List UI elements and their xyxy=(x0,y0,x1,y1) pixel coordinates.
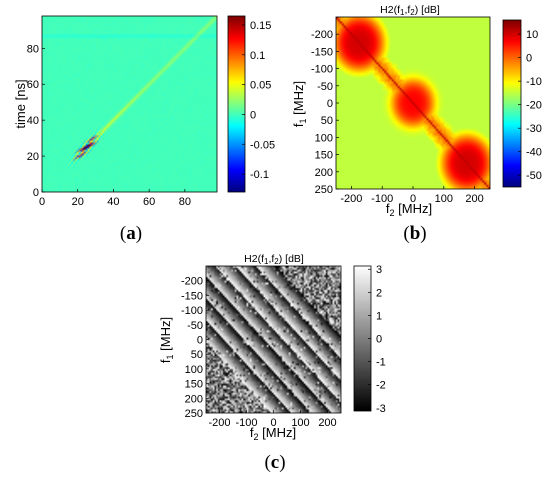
y-tick-label: 250 xyxy=(185,408,203,420)
colorbar-tick-label: 0 xyxy=(376,334,382,346)
x-tick-label: -200 xyxy=(208,417,230,429)
y-tick-label: 0 xyxy=(327,98,333,110)
colorbar-tick-label: 0 xyxy=(526,53,532,65)
colorbar-tick-label: -50 xyxy=(526,170,542,182)
plot-b-title: H2(f1,f2) [dB] xyxy=(380,4,440,17)
colorbar-b-image xyxy=(503,20,521,187)
colorbar-tick-label: -20 xyxy=(526,100,542,112)
x-tick-label: -100 xyxy=(235,417,257,429)
y-tick-label: 60 xyxy=(27,79,39,91)
y-tick-label: 50 xyxy=(191,349,203,361)
y-tick-label: 100 xyxy=(315,132,333,144)
y-tick-label: -150 xyxy=(311,46,333,58)
colorbar-tick-label: -1 xyxy=(376,357,386,369)
x-tick-label: 0 xyxy=(39,196,45,208)
panel-label-a: (a) xyxy=(120,223,142,244)
y-tick-label: 100 xyxy=(185,364,203,376)
x-tick-label: 40 xyxy=(107,196,119,208)
y-tick-label: -100 xyxy=(311,64,333,76)
colorbar-tick-label: -0.05 xyxy=(250,139,275,151)
x-tick-label: 100 xyxy=(435,193,453,205)
panel-c: H2(f1,f2) [dB] -200 -100 0 100 200-200-150-1… xyxy=(158,253,386,442)
colorbar-a-image xyxy=(228,16,245,192)
colorbar-tick-label: -2 xyxy=(376,380,386,392)
colorbar-tick-label: -10 xyxy=(526,76,542,88)
plot-b-ticks: -200 -100 0 100 200 -200 -150 -100 -50 0 50 100 150 2… xyxy=(311,29,484,205)
x-tick-label: 0 xyxy=(410,193,416,205)
colorbar-tick-label: 0.1 xyxy=(250,50,265,62)
plot-b-xlabel: f2 [MHz] xyxy=(386,201,432,218)
x-tick-label: -200 xyxy=(340,193,362,205)
colorbar-tick-label: -3 xyxy=(376,403,386,415)
colorbar-tick-label: 1 xyxy=(376,310,382,322)
colorbar-tick-label: 10 xyxy=(526,29,538,41)
plot-a-frame xyxy=(41,15,218,193)
x-tick-label: -100 xyxy=(371,193,393,205)
x-tick-label: 200 xyxy=(318,417,336,429)
y-tick-label: 150 xyxy=(185,379,203,391)
x-tick-label: 100 xyxy=(291,417,309,429)
y-tick-label: -150 xyxy=(181,290,203,302)
panel-label-b: (b) xyxy=(403,223,426,244)
heatmap-b-image xyxy=(336,17,490,189)
y-tick-label: -50 xyxy=(317,81,333,93)
y-tick-label: -200 xyxy=(311,29,333,41)
plot-c-title: H2(f1,f2) [dB] xyxy=(244,253,304,266)
colorbar-tick-label: -40 xyxy=(526,147,542,159)
colorbar-tick-label: 0 xyxy=(250,109,256,121)
colorbar-a-ticks: 0.15 0.1 0.05 0 -0.05 -0.1 xyxy=(242,20,275,181)
plot-c-ticks: -200 -100 0 100 200 -200 -150 -100 -50 0 50 100 150 2… xyxy=(181,276,337,429)
panel-label-c: (c) xyxy=(264,452,285,473)
plot-b-ylabel: f1 [MHz] xyxy=(291,81,308,127)
y-tick-label: 50 xyxy=(321,115,333,127)
panel-a: 0 20 40 60 80 0 20 40 60 80 0.15 0.1 0.05 0 -0.05 -0.1… xyxy=(13,15,275,208)
y-tick-label: 80 xyxy=(27,43,39,55)
plot-c-xlabel: f2 [MHz] xyxy=(250,425,296,442)
y-tick-label: -50 xyxy=(187,320,203,332)
plot-a-ticks: 0 20 40 60 80 0 20 40 60 80 xyxy=(27,43,191,208)
plot-a-ylabel: time [ns] xyxy=(13,79,28,128)
y-tick-label: 200 xyxy=(185,393,203,405)
y-tick-label: -200 xyxy=(181,276,203,288)
y-tick-label: 0 xyxy=(33,187,39,199)
y-tick-label: 0 xyxy=(197,335,203,347)
colorbar-c-ticks: 3 2 1 0 -1 -2 -3 xyxy=(368,264,386,415)
y-tick-label: 150 xyxy=(315,150,333,162)
panel-b: H2(f1,f2) [dB] -200 -100 0 100 200-200-150-1… xyxy=(291,4,542,218)
colorbar-tick-label: -30 xyxy=(526,123,542,135)
y-tick-label: 200 xyxy=(315,167,333,179)
heatmap-c-image xyxy=(206,266,341,413)
colorbar-tick-label: 2 xyxy=(376,287,382,299)
colorbar-a-frame xyxy=(227,15,246,193)
heatmap-a-image xyxy=(42,16,217,192)
colorbar-b-ticks: 10 0 -10 -20 -30 -40 -50 xyxy=(518,29,542,182)
x-tick-label: 0 xyxy=(270,417,276,429)
y-tick-label: 40 xyxy=(27,115,39,127)
colorbar-tick-label: 0.15 xyxy=(250,20,271,32)
y-tick-label: -100 xyxy=(181,305,203,317)
colorbar-tick-label: -0.1 xyxy=(250,169,269,181)
x-tick-label: 20 xyxy=(72,196,84,208)
plot-c-ylabel: f1 [MHz] xyxy=(158,317,175,363)
x-tick-label: 80 xyxy=(179,196,191,208)
y-tick-label: 250 xyxy=(315,184,333,196)
x-tick-label: 60 xyxy=(143,196,155,208)
x-tick-label: 200 xyxy=(465,193,483,205)
colorbar-tick-label: 3 xyxy=(376,264,382,276)
colorbar-tick-label: 0.05 xyxy=(250,80,271,92)
colorbar-c-image xyxy=(354,266,371,411)
y-tick-label: 20 xyxy=(27,151,39,163)
colorbar-b-frame xyxy=(502,19,522,188)
